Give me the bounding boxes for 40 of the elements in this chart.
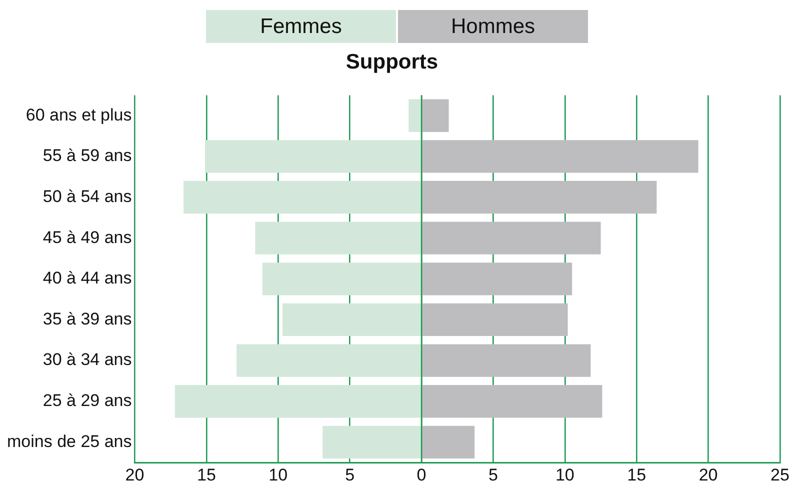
bar <box>255 222 421 254</box>
x-tick-label: 0 <box>416 465 426 484</box>
y-tick-label: 60 ans et plus <box>26 105 132 124</box>
bar <box>422 222 601 254</box>
x-tick-label: 20 <box>125 465 144 484</box>
bar <box>174 385 421 418</box>
bar <box>422 385 602 418</box>
bar <box>422 99 449 132</box>
text: Hommes <box>398 10 588 43</box>
bar <box>205 140 421 173</box>
x-tick-label: 20 <box>698 465 718 484</box>
y-tick-label: 40 à 44 ans <box>42 268 132 288</box>
bar <box>236 344 421 377</box>
y-tick-label: 45 à 49 ans <box>42 228 132 247</box>
x-tick-label: 10 <box>555 465 574 484</box>
bar <box>422 426 475 459</box>
x-tick-label: 15 <box>196 465 216 484</box>
y-tick-label: 50 à 54 ans <box>42 186 132 206</box>
bar <box>262 262 421 296</box>
y-tick-label: 35 à 39 ans <box>42 309 132 328</box>
bar <box>282 303 421 336</box>
x-tick-label: 10 <box>268 465 288 484</box>
bar <box>422 180 657 214</box>
x-tick-label: 25 <box>770 465 790 484</box>
bar <box>422 303 568 336</box>
y-tick-label: moins de 25 ans <box>6 432 132 451</box>
y-tick-label: 30 à 34 ans <box>42 350 132 370</box>
bar <box>322 426 421 459</box>
bar <box>422 140 698 173</box>
bar <box>183 180 421 214</box>
x-tick-label: 5 <box>345 465 355 484</box>
bar <box>408 99 421 132</box>
y-tick-label: 25 à 29 ans <box>42 391 132 410</box>
chart-title: Supports <box>346 50 438 74</box>
bar <box>422 344 591 377</box>
text: Femmes <box>206 10 396 43</box>
x-tick-label: 5 <box>488 465 498 484</box>
x-tick-label: 15 <box>627 465 646 484</box>
bar <box>422 262 572 296</box>
y-tick-label: 55 à 59 ans <box>42 146 132 166</box>
